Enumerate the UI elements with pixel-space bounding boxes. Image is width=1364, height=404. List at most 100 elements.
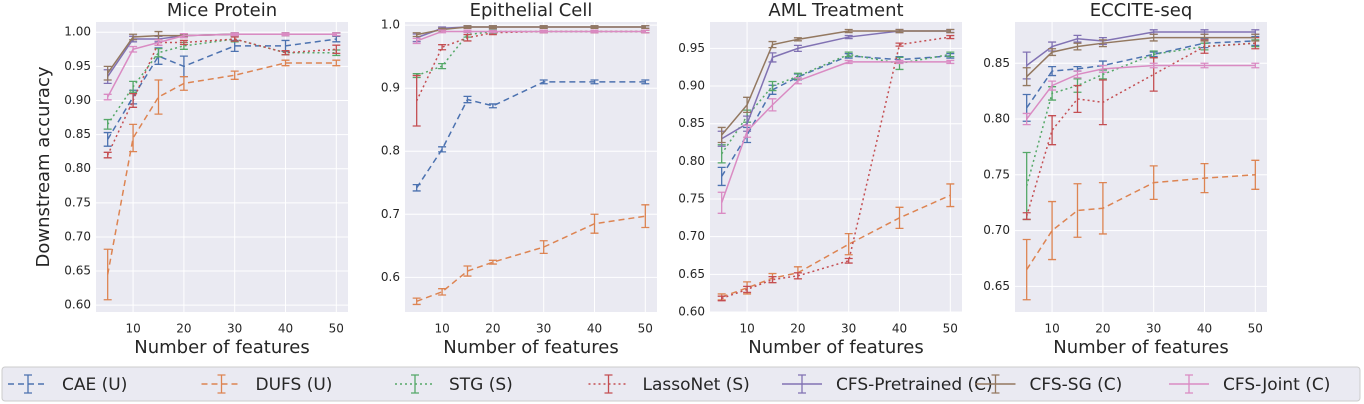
- error-bar: [844, 51, 853, 58]
- x-tick-label: 30: [841, 322, 856, 336]
- error-bar: [488, 103, 497, 109]
- error-bar: [463, 33, 472, 42]
- chart-title: AML Treatment: [768, 0, 903, 21]
- error-bar: [946, 183, 955, 208]
- series: [103, 32, 341, 101]
- x-tick-label: 30: [1146, 322, 1161, 336]
- x-tick-label: 30: [536, 322, 551, 336]
- error-bar: [154, 79, 163, 115]
- error-bar: [412, 37, 421, 45]
- series: [1022, 159, 1260, 301]
- y-axis-label: Downstream accuracy: [33, 66, 54, 267]
- series: [412, 204, 650, 306]
- error-bar: [1022, 112, 1031, 126]
- y-tick-label: 0.70: [678, 229, 705, 243]
- legend-label: STG (S): [449, 375, 513, 395]
- error-bar: [412, 74, 421, 127]
- error-bar: [281, 59, 290, 67]
- y-tick-label: 0.80: [678, 154, 705, 168]
- y-tick-label: 0.90: [678, 79, 705, 93]
- x-tick-label: 10: [125, 322, 140, 336]
- error-bar: [1048, 200, 1057, 261]
- error-bar: [844, 28, 853, 34]
- error-bar: [717, 191, 726, 214]
- legend-label: CFS-Joint (C): [1223, 375, 1330, 395]
- error-bar: [539, 79, 548, 85]
- error-bar: [488, 25, 497, 29]
- error-bar: [641, 29, 650, 34]
- y-tick-label: 0.80: [983, 112, 1010, 126]
- error-bar: [793, 37, 802, 42]
- x-tick-label: 20: [176, 322, 191, 336]
- error-bar: [129, 123, 138, 153]
- x-tick-label: 20: [790, 322, 805, 336]
- error-bar: [1251, 62, 1260, 69]
- error-bar: [743, 124, 752, 138]
- error-bar: [179, 32, 188, 39]
- y-tick-label: 0.75: [678, 192, 705, 206]
- legend-label: LassoNet (S): [643, 375, 750, 395]
- error-bar: [332, 59, 341, 67]
- error-bar: [463, 25, 472, 29]
- error-bar: [641, 25, 650, 29]
- y-tick-label: 0.70: [983, 223, 1010, 237]
- legend-swatch-errorbar: [798, 374, 806, 394]
- series: [1022, 33, 1260, 87]
- error-bar: [1098, 79, 1107, 126]
- y-tick-label: 0.65: [678, 267, 705, 281]
- error-bar: [1149, 165, 1158, 200]
- error-bar: [281, 50, 290, 56]
- error-bar: [1048, 65, 1057, 77]
- error-bar: [590, 29, 599, 34]
- error-bar: [412, 184, 421, 192]
- error-bar: [332, 35, 341, 43]
- x-tick-label: 50: [943, 322, 958, 336]
- error-bar: [438, 44, 447, 51]
- y-tick-label: 0.85: [983, 56, 1010, 70]
- y-tick-label: 0.70: [64, 229, 91, 243]
- error-bar: [412, 297, 421, 306]
- error-bar: [768, 40, 777, 49]
- error-bar: [844, 59, 853, 65]
- series: [1022, 62, 1260, 126]
- error-bar: [717, 166, 726, 187]
- error-bar: [1098, 39, 1107, 48]
- error-bar: [488, 29, 497, 34]
- x-axis-label: Number of features: [134, 337, 309, 358]
- error-bar: [332, 44, 341, 55]
- error-bar: [768, 52, 777, 63]
- error-bar: [1073, 183, 1082, 238]
- legend-box: [1, 366, 1361, 402]
- error-bar: [281, 32, 290, 37]
- legend-label: CFS-SG (C): [1030, 375, 1123, 395]
- y-tick-label: 0.60: [64, 298, 91, 312]
- error-bar: [768, 98, 777, 112]
- error-bar: [1073, 70, 1082, 79]
- error-bar: [1149, 33, 1158, 42]
- legend-swatch-errorbar: [24, 374, 32, 394]
- series: [412, 79, 650, 192]
- error-bar: [463, 265, 472, 277]
- error-bar: [1149, 62, 1158, 69]
- error-bar: [717, 295, 726, 302]
- error-bar: [768, 275, 777, 284]
- series: [717, 59, 955, 214]
- error-bar: [946, 51, 955, 58]
- y-tick-label: 1.0: [381, 18, 400, 32]
- y-tick-label: 0.60: [678, 305, 705, 319]
- error-bar: [103, 131, 112, 147]
- series: [1022, 36, 1260, 221]
- legend-label: DUFS (U): [256, 375, 333, 395]
- error-bar: [103, 65, 112, 81]
- y-tick-label: 0.90: [64, 93, 91, 107]
- error-bar: [1200, 163, 1209, 194]
- chart-title: ECCITE-seq: [1090, 0, 1193, 21]
- error-bar: [1048, 115, 1057, 146]
- error-bar: [768, 80, 777, 92]
- chart-title: Epithelial Cell: [470, 0, 593, 21]
- error-bar: [1022, 238, 1031, 301]
- series: [717, 28, 955, 144]
- y-tick-label: 0.80: [64, 161, 91, 175]
- error-bar: [844, 34, 853, 40]
